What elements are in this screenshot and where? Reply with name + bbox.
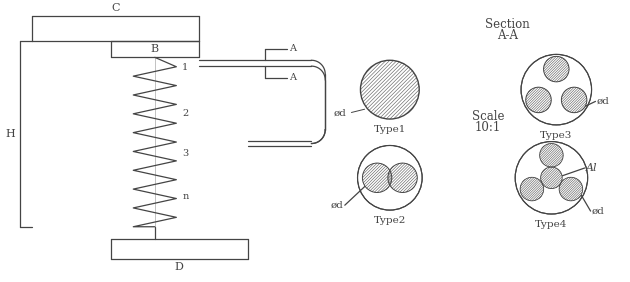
Circle shape bbox=[515, 142, 588, 214]
Text: Type2: Type2 bbox=[374, 216, 406, 225]
Text: Scale: Scale bbox=[471, 110, 504, 123]
Circle shape bbox=[561, 87, 587, 113]
Circle shape bbox=[541, 167, 562, 189]
Text: Al: Al bbox=[586, 163, 597, 173]
Text: 2: 2 bbox=[182, 109, 188, 118]
Text: D: D bbox=[175, 262, 184, 272]
Text: ød: ød bbox=[597, 97, 609, 106]
Text: Section: Section bbox=[485, 17, 530, 30]
Text: 10:1: 10:1 bbox=[474, 121, 501, 134]
Text: A-A: A-A bbox=[497, 29, 518, 42]
Text: 1: 1 bbox=[182, 63, 188, 72]
Circle shape bbox=[357, 146, 422, 210]
Circle shape bbox=[544, 56, 569, 82]
Text: Type1: Type1 bbox=[374, 125, 406, 134]
Text: A: A bbox=[289, 44, 296, 53]
Circle shape bbox=[559, 177, 583, 201]
Text: H: H bbox=[5, 129, 14, 139]
Text: n: n bbox=[182, 192, 188, 201]
Circle shape bbox=[360, 60, 419, 119]
Text: 3: 3 bbox=[182, 149, 188, 158]
Circle shape bbox=[540, 144, 563, 167]
Text: ød: ød bbox=[331, 201, 344, 210]
Text: Type3: Type3 bbox=[540, 131, 573, 140]
Text: B: B bbox=[151, 44, 159, 54]
Text: ød: ød bbox=[592, 207, 604, 215]
Text: C: C bbox=[112, 3, 120, 13]
Circle shape bbox=[521, 54, 592, 125]
Circle shape bbox=[526, 87, 551, 113]
Text: Type4: Type4 bbox=[536, 220, 568, 229]
Circle shape bbox=[388, 163, 417, 193]
Text: A: A bbox=[289, 73, 296, 82]
Text: ød: ød bbox=[334, 109, 347, 118]
Circle shape bbox=[362, 163, 392, 193]
Circle shape bbox=[520, 177, 544, 201]
